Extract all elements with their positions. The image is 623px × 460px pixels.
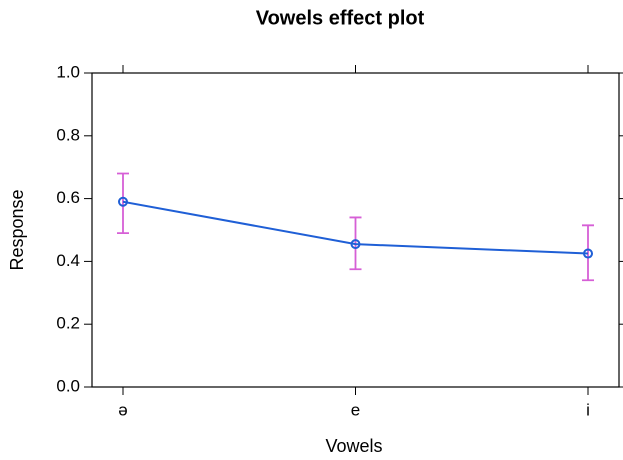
y-tick-label: 0.0 <box>56 376 80 395</box>
x-tick-label: ə <box>118 400 127 419</box>
x-tick-label: i <box>586 400 590 419</box>
y-tick-label: 1.0 <box>56 62 80 81</box>
error-bar <box>117 172 129 235</box>
point <box>118 196 128 207</box>
y-tick-label: 0.6 <box>56 188 80 207</box>
x-tick-label: e <box>351 400 360 419</box>
y-axis-label: Response <box>7 189 27 270</box>
chart-title: Vowels effect plot <box>256 7 425 29</box>
y-tick-label: 0.4 <box>56 251 80 270</box>
point <box>350 239 361 250</box>
x-axis-label: Vowels <box>325 436 382 456</box>
y-tick-label: 0.8 <box>56 125 80 144</box>
series-line <box>122 200 589 255</box>
point <box>583 248 593 259</box>
y-tick-label: 0.2 <box>56 314 80 333</box>
